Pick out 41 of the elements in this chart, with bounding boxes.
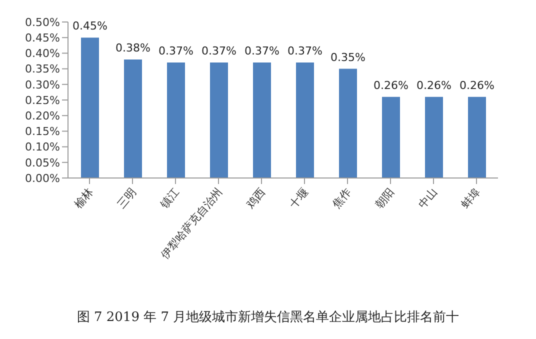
text: 图 7 2019 年 7 月地级城市新增失信黑名单企业属地占比排名前十 [76, 309, 460, 326]
y-tick-label: 0.40% [25, 47, 60, 60]
y-tick-label: 0.30% [25, 78, 60, 92]
x-tick-label: 焦作 [330, 186, 354, 211]
bar [296, 62, 314, 178]
x-tick-label: 蚌埠 [458, 186, 483, 211]
bar [124, 59, 142, 178]
bar [253, 62, 271, 178]
bar [468, 96, 486, 178]
y-tick-label: 0.15% [25, 125, 60, 138]
data-label: 0.45% [72, 20, 108, 33]
bar [425, 96, 443, 178]
x-tick-label: 十堰 [286, 186, 311, 211]
x-tick-label: 镇江 [157, 186, 182, 212]
y-tick-label: 0.00% [25, 172, 60, 185]
bar [382, 96, 400, 178]
x-tick-label: 鸡西 [243, 186, 268, 212]
data-label: 0.37% [202, 44, 236, 58]
x-tick-label: 三明 [114, 186, 139, 211]
data-label: 0.26% [374, 78, 408, 92]
data-label: 0.37% [288, 44, 322, 58]
x-tick-label: 中山 [416, 186, 440, 211]
data-label: 0.37% [244, 44, 280, 58]
bar [339, 68, 357, 178]
y-tick-label: 0.25% [25, 94, 60, 107]
data-label: 0.35% [330, 50, 366, 64]
data-label: 0.26% [460, 78, 494, 92]
bar [210, 62, 228, 178]
y-tick-label: 0.45% [25, 32, 60, 45]
y-tick-label: 0.10% [25, 140, 60, 154]
y-tick-label: 0.35% [25, 62, 60, 76]
y-tick-label: 0.20% [25, 110, 60, 123]
x-tick-label: 榆林 [72, 186, 96, 211]
data-label: 0.38% [116, 41, 150, 54]
data-label: 0.37% [158, 44, 194, 58]
data-label: 0.26% [416, 78, 452, 92]
x-tick-label: 朝阳 [372, 186, 397, 211]
y-tick-label: 0.50% [25, 16, 60, 29]
bar [167, 62, 185, 178]
y-tick-label: 0.05% [25, 156, 60, 170]
bar [81, 38, 99, 178]
